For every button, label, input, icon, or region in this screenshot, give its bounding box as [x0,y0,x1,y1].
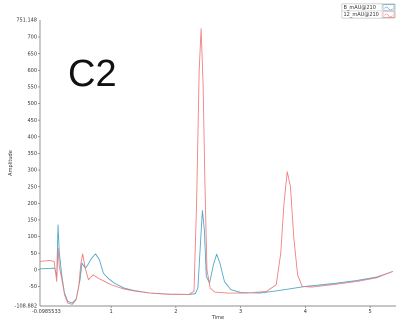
y-tick-label: 400 [27,134,37,140]
legend-swatch [382,11,395,18]
x-tick-label: 5 [369,309,372,315]
legend-entry-label: 12_mAU@210 [344,12,379,18]
x-tick-label: 4 [304,309,307,315]
x-min-label: -0.0985533 [32,309,61,315]
series-line-1 [39,28,393,305]
x-tick-label: 1 [110,309,113,315]
y-tick-label: 650 [27,51,37,57]
legend-swatch [382,4,395,11]
plot-series [39,28,393,305]
y-tick-label: -50 [29,284,37,290]
y-tick-label: 500 [27,101,37,107]
y-tick-label: 600 [27,68,37,74]
x-tick-label: 3 [239,309,242,315]
y-max-label: 751.148 [16,18,37,24]
y-tick-label: 200 [27,201,37,207]
legend-cell [341,10,383,19]
y-tick-label: 150 [27,218,37,224]
y-tick-label: 100 [27,234,37,240]
y-tick-label: 50 [31,251,37,257]
y-tick-label: 450 [27,118,37,124]
legend-swatch-wave [384,6,393,11]
x-axis-label: Time [211,315,224,321]
legend-entry-label: B_mAU@210 [344,5,376,11]
y-min-label: -108.882 [15,304,37,310]
legend-swatch-wave [384,13,393,18]
series-line-0 [39,210,393,304]
y-tick-label: 250 [27,184,37,190]
x-tick-label: 2 [174,309,177,315]
y-axis-label: Amplitude [8,150,14,176]
y-tick-label: 300 [27,168,37,174]
y-tick-label: 0 [34,267,37,273]
y-tick-label: 700 [27,35,37,41]
y-tick-label: 550 [27,85,37,91]
panel-label: C2 [68,53,117,95]
axes: -50 0 50 100 150 200 250 300 350 400 450 500 550 600 6… [8,18,396,321]
y-tick-label: 350 [27,151,37,157]
